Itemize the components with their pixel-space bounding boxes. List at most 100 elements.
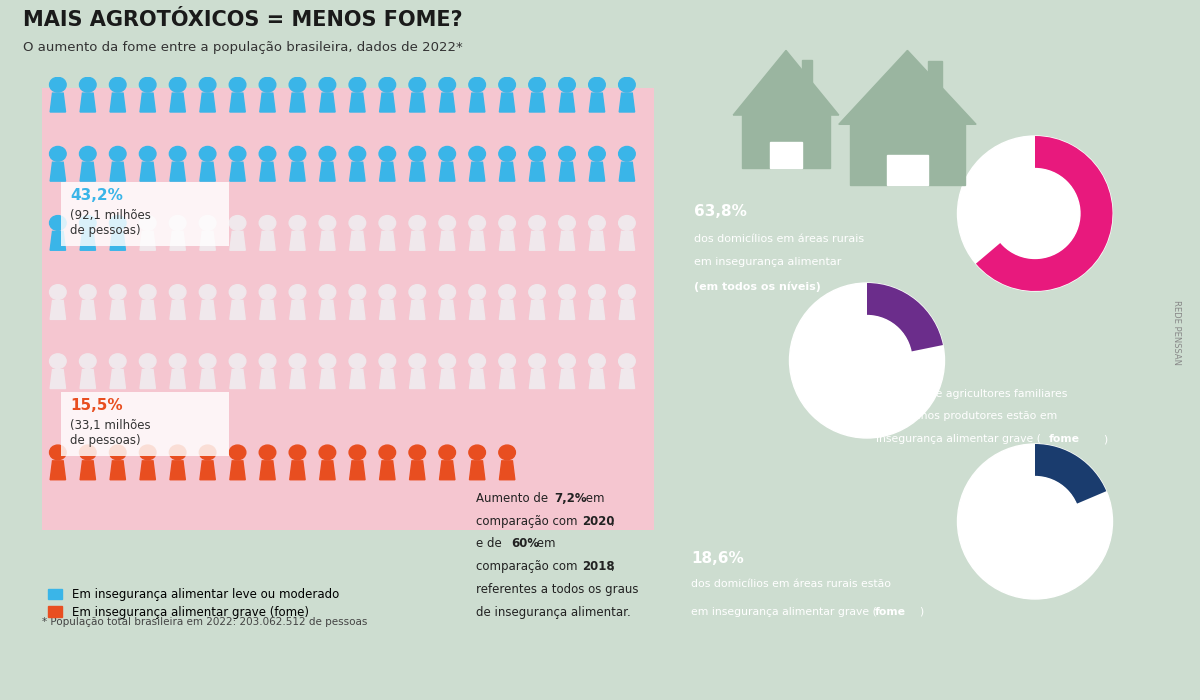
Polygon shape (469, 461, 485, 480)
Text: MAIS AGROTÓXICOS = MENOS FOME?: MAIS AGROTÓXICOS = MENOS FOME? (23, 10, 462, 30)
Circle shape (409, 445, 426, 460)
Text: * População total brasileira em 2022: 203.062.512 de pessoas: * População total brasileira em 2022: 20… (42, 617, 367, 627)
Circle shape (199, 445, 216, 460)
Circle shape (559, 354, 575, 368)
Circle shape (349, 354, 366, 368)
Polygon shape (499, 93, 515, 112)
Polygon shape (589, 370, 605, 389)
Circle shape (469, 285, 486, 300)
Circle shape (139, 445, 156, 460)
Polygon shape (379, 162, 395, 181)
Circle shape (790, 283, 944, 438)
Polygon shape (170, 461, 185, 480)
Polygon shape (289, 231, 305, 251)
Polygon shape (80, 162, 96, 181)
Circle shape (109, 146, 126, 161)
Text: 15,5%: 15,5% (71, 398, 122, 413)
Circle shape (169, 354, 186, 368)
Polygon shape (140, 93, 156, 112)
Text: 7,2%: 7,2% (554, 491, 587, 505)
Circle shape (589, 216, 605, 230)
Text: REDE PENSSAN: REDE PENSSAN (1171, 300, 1181, 365)
Circle shape (559, 77, 575, 92)
Circle shape (259, 216, 276, 230)
Polygon shape (619, 300, 635, 319)
Bar (928, 61, 942, 88)
Polygon shape (349, 461, 365, 480)
Polygon shape (469, 231, 485, 251)
Circle shape (109, 216, 126, 230)
Polygon shape (559, 300, 575, 319)
Polygon shape (170, 231, 185, 251)
Polygon shape (80, 300, 96, 319)
Polygon shape (499, 370, 515, 389)
Circle shape (469, 146, 486, 161)
Polygon shape (140, 300, 156, 319)
Circle shape (469, 216, 486, 230)
Polygon shape (349, 300, 365, 319)
Bar (850, 125, 965, 185)
Polygon shape (559, 93, 575, 112)
Polygon shape (319, 300, 335, 319)
Circle shape (990, 169, 1080, 258)
Circle shape (289, 354, 306, 368)
Text: Aumento de: Aumento de (476, 491, 552, 505)
Circle shape (499, 285, 516, 300)
Polygon shape (170, 370, 185, 389)
Polygon shape (80, 370, 96, 389)
Circle shape (349, 146, 366, 161)
Polygon shape (319, 461, 335, 480)
Text: em insegurança alimentar grave (: em insegurança alimentar grave ( (691, 607, 877, 617)
Circle shape (822, 316, 912, 405)
Text: e pequenos produtores estão em: e pequenos produtores estão em (876, 411, 1057, 421)
Bar (887, 155, 928, 185)
Polygon shape (259, 461, 275, 480)
Circle shape (529, 216, 545, 230)
Circle shape (79, 285, 96, 300)
Circle shape (379, 354, 396, 368)
Circle shape (589, 146, 605, 161)
Text: 60%: 60% (511, 538, 540, 550)
Circle shape (139, 146, 156, 161)
Text: 18,6%: 18,6% (691, 550, 744, 566)
Text: (em todos os níveis): (em todos os níveis) (694, 281, 821, 291)
Polygon shape (319, 370, 335, 389)
Polygon shape (499, 461, 515, 480)
Polygon shape (50, 300, 66, 319)
Polygon shape (230, 300, 245, 319)
Polygon shape (319, 93, 335, 112)
Polygon shape (289, 300, 305, 319)
Polygon shape (80, 231, 96, 251)
Circle shape (619, 285, 635, 300)
Polygon shape (50, 93, 66, 112)
Polygon shape (559, 231, 575, 251)
Polygon shape (499, 300, 515, 319)
Polygon shape (619, 370, 635, 389)
Polygon shape (379, 461, 395, 480)
Polygon shape (200, 231, 215, 251)
Polygon shape (409, 231, 425, 251)
Polygon shape (80, 93, 96, 112)
Bar (770, 142, 802, 168)
Polygon shape (589, 300, 605, 319)
Circle shape (229, 285, 246, 300)
Circle shape (439, 216, 456, 230)
Text: em insegurança alimentar: em insegurança alimentar (694, 258, 841, 267)
Polygon shape (259, 93, 275, 112)
Polygon shape (230, 370, 245, 389)
Polygon shape (379, 370, 395, 389)
Circle shape (259, 285, 276, 300)
Circle shape (409, 285, 426, 300)
Text: 21,8%: 21,8% (876, 360, 929, 375)
Polygon shape (379, 300, 395, 319)
Circle shape (469, 77, 486, 92)
Polygon shape (319, 231, 335, 251)
Circle shape (169, 77, 186, 92)
Circle shape (199, 77, 216, 92)
Circle shape (409, 146, 426, 161)
Circle shape (409, 354, 426, 368)
Circle shape (109, 445, 126, 460)
Polygon shape (409, 162, 425, 181)
Polygon shape (289, 93, 305, 112)
Polygon shape (140, 461, 156, 480)
